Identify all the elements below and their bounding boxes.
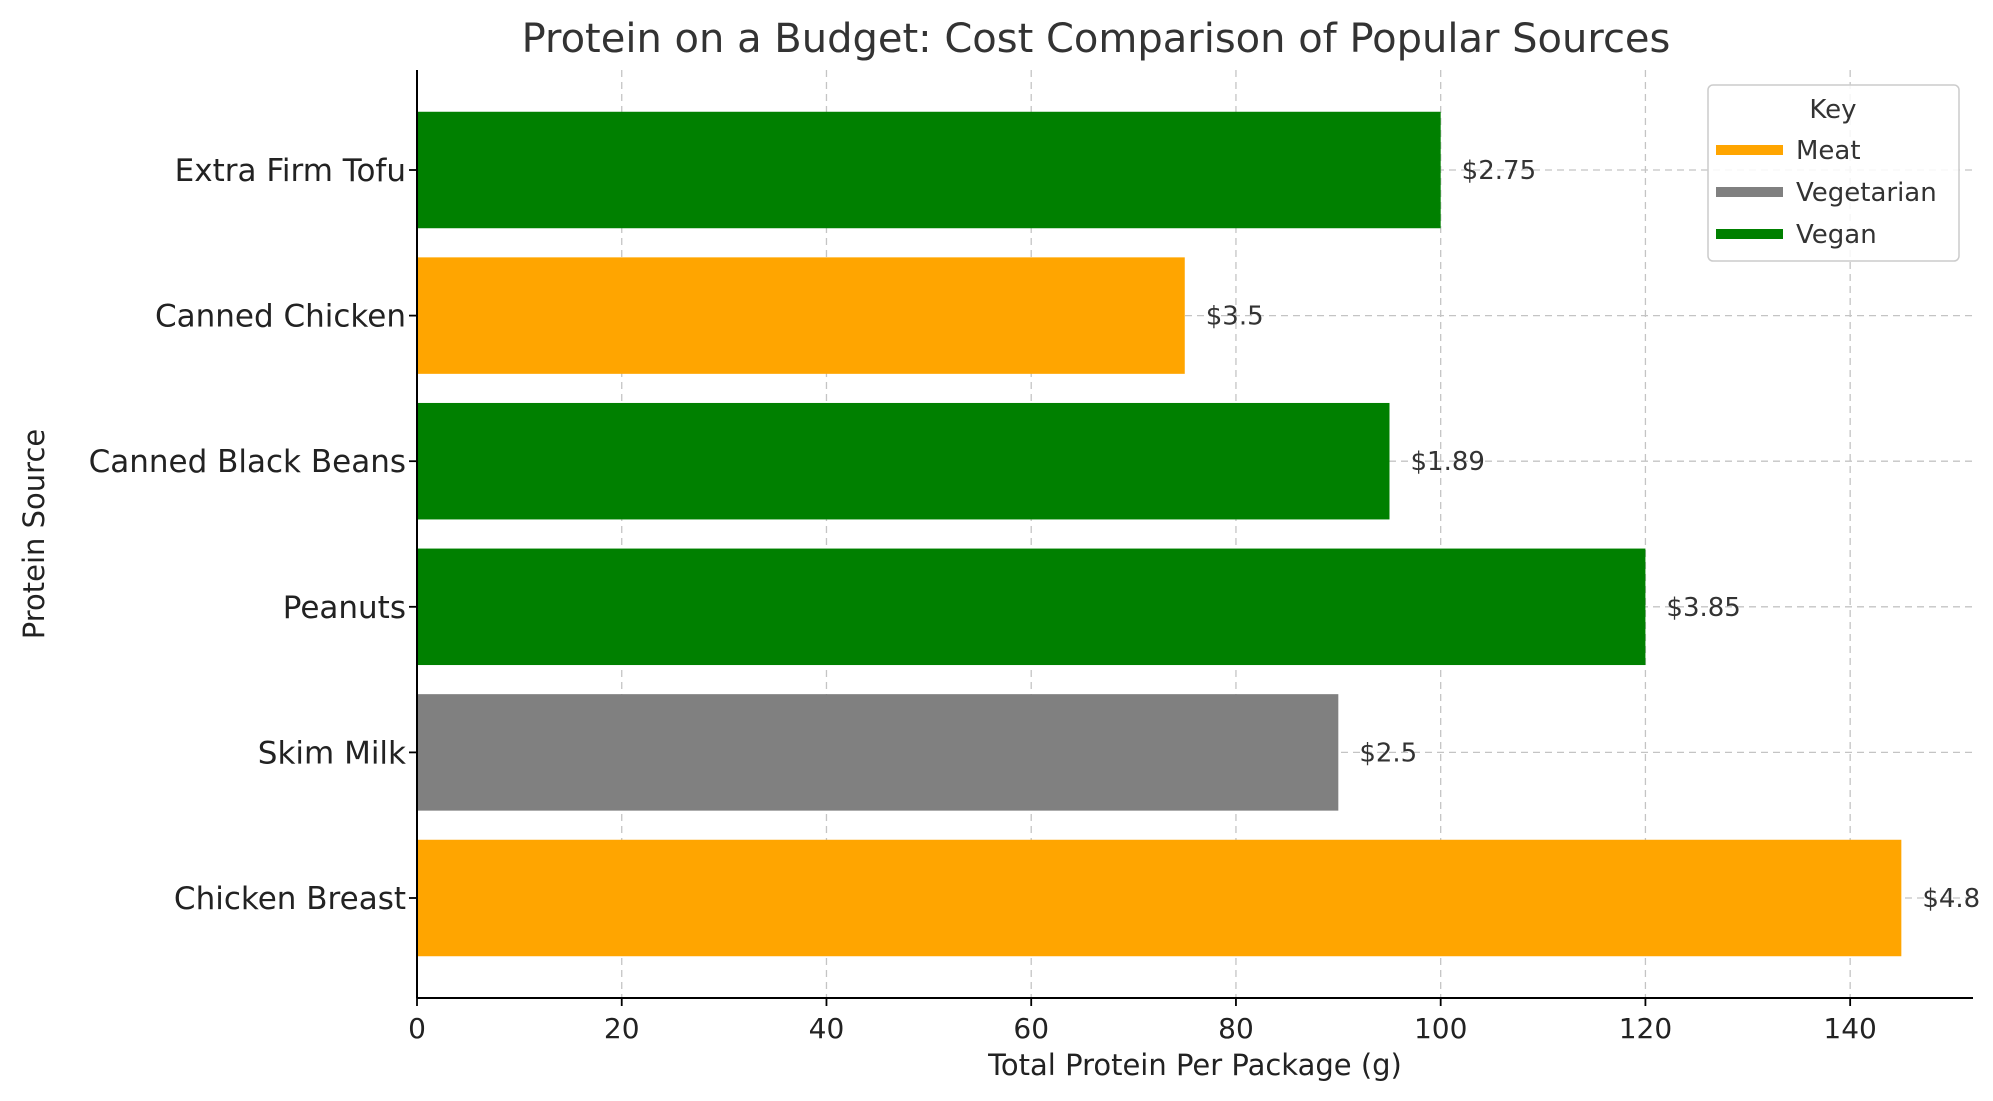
category-label-skim-milk: Skim Milk (258, 735, 406, 771)
axes (416, 70, 1973, 999)
price-label-canned-black-beans: $1.89 (1411, 447, 1485, 477)
x-tick-label: 120 (1619, 1012, 1672, 1045)
ticks: 0 20 40 60 80 100 120 140 Extra Firm Tofu Canned … (89, 153, 1877, 1045)
x-tick-label: 140 (1823, 1012, 1876, 1045)
legend-box (1707, 84, 1960, 262)
chart-title: Protein on a Budget: Cost Comparison of … (522, 16, 1671, 62)
price-label-peanuts: $3.85 (1666, 593, 1740, 623)
category-label-canned-chicken: Canned Chicken (155, 299, 406, 335)
category-label-peanuts: Peanuts (283, 590, 406, 626)
x-tick-label: 80 (1218, 1012, 1254, 1045)
x-tick-label: 60 (1013, 1012, 1049, 1045)
bar-canned-black-beans (417, 402, 1390, 520)
price-label-canned-chicken: $3.5 (1206, 302, 1264, 332)
legend-label-vegan: Vegan (1796, 220, 1877, 250)
bar-chicken-breast (417, 839, 1902, 957)
x-tick-label: 40 (809, 1012, 845, 1045)
legend-title: Key (1809, 95, 1856, 125)
category-label-canned-black-beans: Canned Black Beans (89, 444, 406, 480)
x-tick-label: 20 (604, 1012, 640, 1045)
legend-label-vegetarian: Vegetarian (1796, 178, 1937, 208)
legend-swatch-meat (1716, 145, 1783, 155)
category-label-chicken-breast: Chicken Breast (174, 881, 406, 917)
price-label-chicken-breast: $4.8 (1922, 884, 1980, 914)
bars (417, 111, 1902, 957)
bar-skim-milk (417, 694, 1339, 811)
data-labels: $2.75 $3.5 $1.89 $3.85 $2.5 $4.8 (1206, 156, 1980, 914)
x-tick-label: 100 (1414, 1012, 1467, 1045)
price-label-extra-firm-tofu: $2.75 (1462, 156, 1536, 186)
x-tick-label: 0 (408, 1012, 426, 1045)
bar-canned-chicken (417, 257, 1185, 374)
x-axis-label: Total Protein Per Package (g) (987, 1048, 1402, 1082)
bar-peanuts (417, 548, 1646, 666)
legend-swatch-vegetarian (1716, 187, 1783, 197)
category-label-extra-firm-tofu: Extra Firm Tofu (175, 153, 406, 189)
legend-label-meat: Meat (1796, 136, 1861, 166)
legend-swatch-vegan (1716, 229, 1783, 239)
bar-extra-firm-tofu (417, 111, 1441, 229)
legend: Key Meat Vegetarian Vegan (1707, 84, 1960, 262)
price-label-skim-milk: $2.5 (1359, 738, 1417, 768)
y-axis-label: Protein Source (17, 429, 51, 639)
